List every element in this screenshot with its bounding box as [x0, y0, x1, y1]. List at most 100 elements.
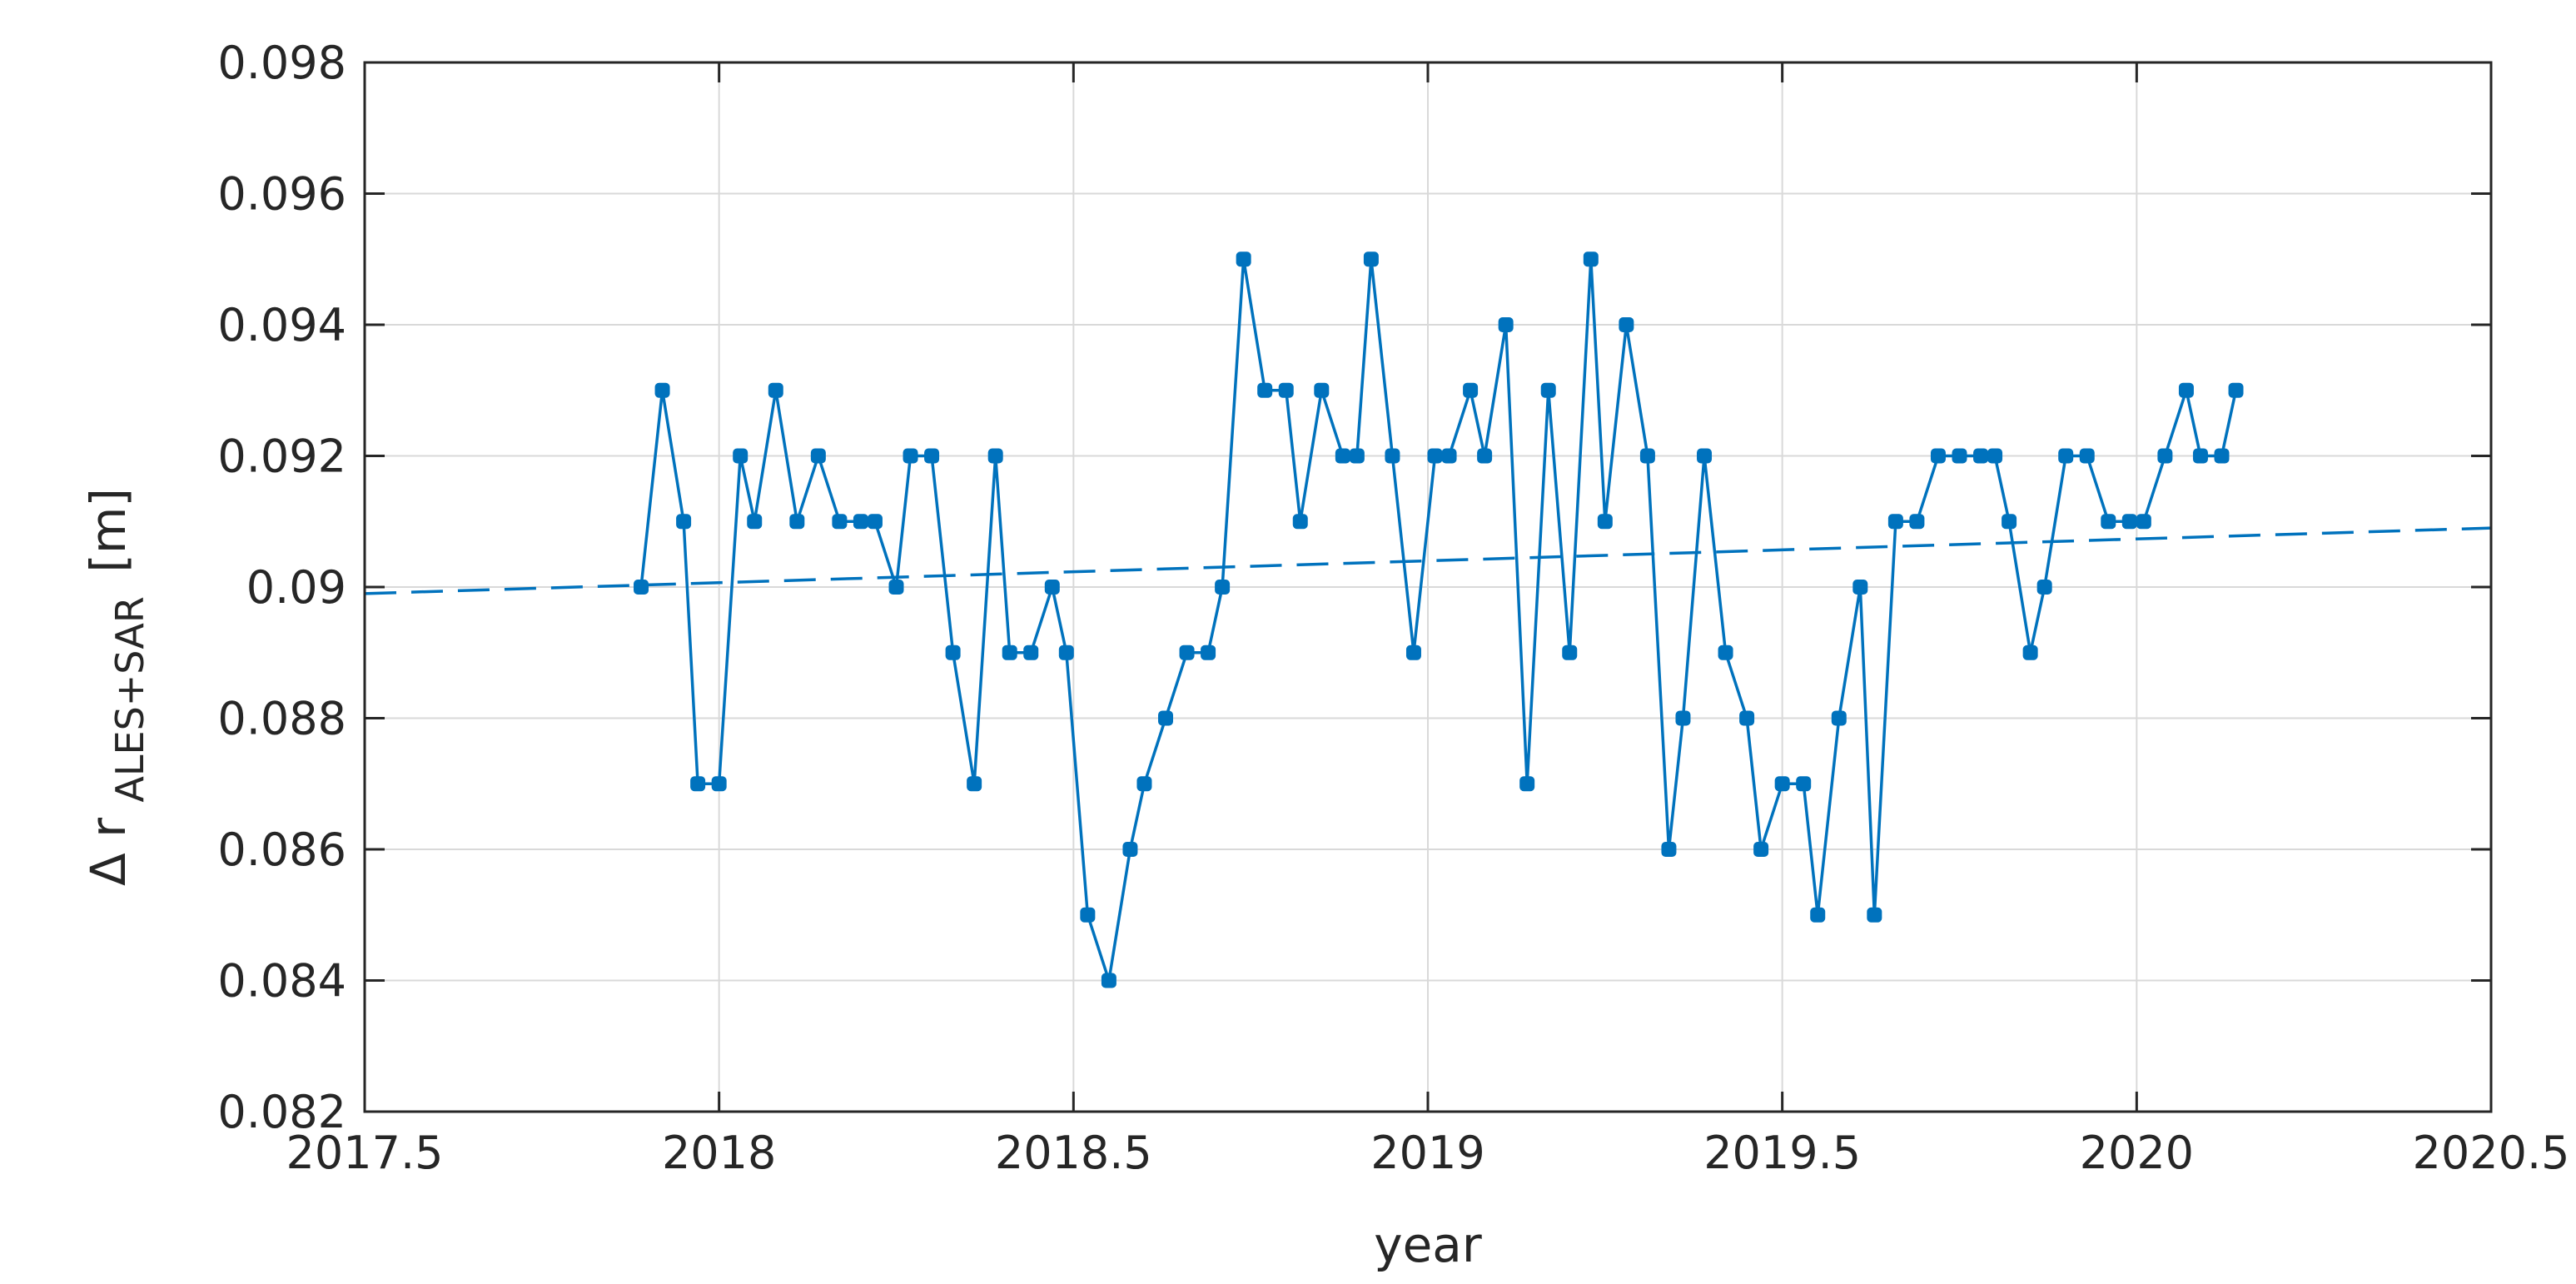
data-point — [1597, 514, 1613, 530]
data-point — [888, 580, 904, 595]
data-point — [1697, 448, 1713, 464]
data-point — [1930, 448, 1946, 464]
x-tick-label: 2018.5 — [995, 1127, 1152, 1179]
y-tick-label: 0.092 — [217, 430, 346, 483]
data-point — [853, 514, 868, 530]
data-point — [1179, 644, 1195, 660]
data-point — [924, 448, 940, 464]
data-point — [2002, 514, 2017, 530]
data-point — [1753, 842, 1769, 857]
data-point — [945, 644, 961, 660]
y-axis-ticks: 0.082 0.084 0.086 0.088 0.09 0.092 0.094 0.096 0… — [217, 37, 2491, 1138]
x-axis-ticks: 2017.5 2018 2018.5 2019 2019.5 2020 2020.5 — [286, 62, 2569, 1179]
data-point — [867, 514, 883, 530]
x-axis-label: year — [1374, 1217, 1482, 1273]
data-point — [1519, 776, 1535, 792]
data-point — [1987, 448, 2003, 464]
data-point — [987, 448, 1003, 464]
data-point — [903, 448, 918, 464]
data-point — [1292, 514, 1308, 530]
data-point — [634, 580, 649, 595]
x-tick-label: 2018 — [662, 1127, 776, 1179]
data-point — [1385, 448, 1400, 464]
data-point — [1002, 644, 1017, 660]
data-point — [1080, 907, 1096, 923]
data-point — [1831, 710, 1847, 726]
data-point — [2157, 448, 2173, 464]
y-tick-label: 0.088 — [217, 693, 346, 745]
data-point — [1044, 580, 1060, 595]
data-point — [832, 514, 848, 530]
data-point — [1257, 382, 1273, 398]
y-tick-label: 0.094 — [217, 299, 346, 351]
trend-line-layer — [364, 526, 2492, 595]
data-point — [1774, 776, 1790, 792]
data-point — [1201, 644, 1216, 660]
data-point — [1405, 644, 1421, 660]
data-point — [1675, 710, 1691, 726]
data-point — [747, 514, 763, 530]
data-point — [967, 776, 982, 792]
trend-line — [364, 526, 2492, 595]
data-point — [1973, 448, 1989, 464]
data-point — [1215, 580, 1231, 595]
data-point — [1540, 382, 1556, 398]
data-point — [810, 448, 826, 464]
data-point — [1739, 710, 1755, 726]
data-point — [1867, 907, 1882, 923]
data-point — [1363, 251, 1379, 267]
y-tick-label: 0.098 — [217, 37, 346, 89]
data-point — [1477, 448, 1493, 464]
data-point — [1619, 317, 1634, 332]
y-tick-label: 0.084 — [217, 955, 346, 1008]
data-point — [1887, 514, 1903, 530]
data-point — [1136, 776, 1152, 792]
data-point — [2228, 382, 2244, 398]
data-point — [1314, 382, 1330, 398]
data-point — [1122, 842, 1138, 857]
data-point — [2192, 448, 2208, 464]
data-point — [1463, 382, 1479, 398]
data-point — [690, 776, 706, 792]
grid — [365, 62, 2491, 1112]
y-axis-label-unit: [m] — [80, 488, 137, 573]
data-point — [2136, 514, 2151, 530]
data-point — [2036, 580, 2052, 595]
data-point — [733, 448, 748, 464]
data-point — [676, 514, 692, 530]
data-point — [1335, 448, 1350, 464]
data-point — [1278, 382, 1294, 398]
data-point — [2058, 448, 2074, 464]
data-point — [1498, 317, 1514, 332]
data-point — [1852, 580, 1868, 595]
data-point — [1101, 973, 1116, 988]
data-point — [1909, 514, 1925, 530]
y-tick-label: 0.082 — [217, 1086, 346, 1138]
data-point — [1427, 448, 1443, 464]
data-point — [2101, 514, 2116, 530]
data-point — [2178, 382, 2194, 398]
data-point — [1236, 251, 1251, 267]
data-point — [1639, 448, 1655, 464]
data-point — [1583, 251, 1599, 267]
x-tick-label: 2020 — [2080, 1127, 2194, 1179]
data-point — [1562, 644, 1578, 660]
data-point — [789, 514, 805, 530]
y-axis-label-subscript: ALES+SAR — [107, 596, 152, 802]
y-tick-label: 0.096 — [217, 168, 346, 221]
data-point — [1952, 448, 1967, 464]
y-tick-label: 0.09 — [246, 561, 346, 614]
y-tick-label: 0.086 — [217, 824, 346, 876]
data-point — [1058, 644, 1074, 660]
data-point — [2214, 448, 2230, 464]
data-point — [1158, 710, 1174, 726]
data-point — [1810, 907, 1826, 923]
x-tick-label: 2019.5 — [1703, 1127, 1861, 1179]
data-point — [711, 776, 727, 792]
data-point — [1349, 448, 1365, 464]
data-point — [1718, 644, 1733, 660]
data-point — [2022, 644, 2038, 660]
data-point — [768, 382, 783, 398]
data-point — [1441, 448, 1457, 464]
